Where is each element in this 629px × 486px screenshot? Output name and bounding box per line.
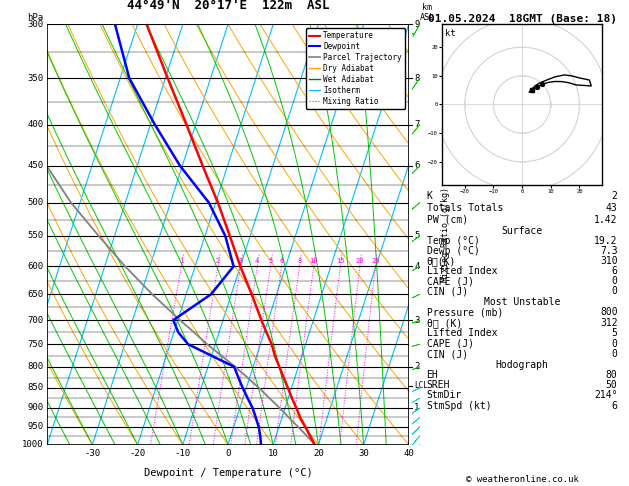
Text: km
ASL: km ASL	[420, 3, 435, 22]
Text: 1: 1	[415, 403, 420, 413]
Text: 3: 3	[238, 258, 243, 264]
Text: 0: 0	[611, 286, 618, 296]
Text: 80: 80	[606, 370, 618, 380]
Text: 10: 10	[309, 258, 318, 264]
Text: 350: 350	[28, 73, 43, 83]
Text: θᴇ(K): θᴇ(K)	[426, 256, 456, 266]
Text: LCL: LCL	[415, 382, 428, 390]
Text: 6: 6	[611, 400, 618, 411]
Text: Pressure (mb): Pressure (mb)	[426, 307, 503, 317]
Text: -30: -30	[84, 449, 101, 458]
Text: 8: 8	[415, 73, 420, 83]
Text: 6: 6	[611, 266, 618, 277]
Text: Dewpoint / Temperature (°C): Dewpoint / Temperature (°C)	[143, 468, 313, 478]
Text: Hodograph: Hodograph	[496, 360, 548, 370]
Text: 0: 0	[611, 349, 618, 359]
Text: 0: 0	[611, 339, 618, 349]
Text: 7: 7	[415, 120, 420, 129]
Text: 25: 25	[371, 258, 380, 264]
Text: 20: 20	[355, 258, 364, 264]
Text: 214°: 214°	[594, 390, 618, 400]
Text: 0: 0	[611, 277, 618, 286]
Text: hPa: hPa	[28, 13, 43, 22]
Text: 4: 4	[255, 258, 259, 264]
Text: Lifted Index: Lifted Index	[426, 329, 497, 338]
Text: 5: 5	[269, 258, 272, 264]
Text: Lifted Index: Lifted Index	[426, 266, 497, 277]
Text: 312: 312	[600, 318, 618, 328]
Text: 1: 1	[179, 258, 184, 264]
Text: 2: 2	[611, 191, 618, 201]
Point	[532, 83, 542, 91]
Text: 8: 8	[298, 258, 301, 264]
Point	[526, 87, 537, 94]
Text: Dewp (°C): Dewp (°C)	[426, 246, 479, 256]
Text: -10: -10	[175, 449, 191, 458]
Text: 850: 850	[28, 383, 43, 392]
Text: 650: 650	[28, 290, 43, 299]
Text: EH: EH	[426, 370, 438, 380]
Text: 5: 5	[611, 329, 618, 338]
Text: Temp (°C): Temp (°C)	[426, 236, 479, 246]
Text: 450: 450	[28, 161, 43, 171]
Text: 500: 500	[28, 198, 43, 207]
Text: 19.2: 19.2	[594, 236, 618, 246]
Text: K: K	[426, 191, 433, 201]
Text: PW (cm): PW (cm)	[426, 215, 468, 225]
Text: 300: 300	[28, 20, 43, 29]
Text: 550: 550	[28, 231, 43, 241]
Text: 01.05.2024  18GMT (Base: 18): 01.05.2024 18GMT (Base: 18)	[428, 14, 616, 24]
Text: 15: 15	[336, 258, 345, 264]
Text: 750: 750	[28, 340, 43, 349]
Text: CIN (J): CIN (J)	[426, 349, 468, 359]
Text: 40: 40	[403, 449, 415, 458]
Text: 1000: 1000	[22, 440, 43, 449]
Text: Totals Totals: Totals Totals	[426, 203, 503, 213]
Text: 6: 6	[415, 161, 420, 171]
Text: 3: 3	[415, 315, 420, 325]
Text: 4: 4	[415, 262, 420, 271]
Text: 5: 5	[415, 231, 420, 241]
Text: 9: 9	[415, 20, 420, 29]
Text: 600: 600	[28, 262, 43, 271]
Text: CAPE (J): CAPE (J)	[426, 277, 474, 286]
Text: © weatheronline.co.uk: © weatheronline.co.uk	[465, 474, 579, 484]
Text: 50: 50	[606, 380, 618, 390]
Text: 0: 0	[225, 449, 231, 458]
Text: 6: 6	[279, 258, 284, 264]
Text: 10: 10	[268, 449, 279, 458]
Text: StmDir: StmDir	[426, 390, 462, 400]
Text: kt: kt	[445, 29, 456, 38]
Text: 950: 950	[28, 422, 43, 431]
Text: CIN (J): CIN (J)	[426, 286, 468, 296]
Text: Mixing Ratio (g/kg): Mixing Ratio (g/kg)	[440, 187, 450, 282]
Text: SREH: SREH	[426, 380, 450, 390]
Text: 43: 43	[606, 203, 618, 213]
Point	[537, 80, 547, 88]
Text: 800: 800	[28, 362, 43, 371]
Text: 2: 2	[216, 258, 220, 264]
Text: θᴇ (K): θᴇ (K)	[426, 318, 462, 328]
Bar	[47, 24, 409, 445]
Text: 700: 700	[28, 315, 43, 325]
Text: Surface: Surface	[501, 226, 543, 236]
Text: Most Unstable: Most Unstable	[484, 297, 560, 307]
Text: 400: 400	[28, 120, 43, 129]
Text: -20: -20	[130, 449, 146, 458]
Text: 900: 900	[28, 403, 43, 413]
Text: 800: 800	[600, 307, 618, 317]
Text: StmSpd (kt): StmSpd (kt)	[426, 400, 491, 411]
Text: 20: 20	[313, 449, 324, 458]
Text: 2: 2	[415, 362, 420, 371]
Text: 30: 30	[359, 449, 369, 458]
Text: 44°49'N  20°17'E  122m  ASL: 44°49'N 20°17'E 122m ASL	[127, 0, 329, 12]
Text: 7.3: 7.3	[600, 246, 618, 256]
Text: 310: 310	[600, 256, 618, 266]
Legend: Temperature, Dewpoint, Parcel Trajectory, Dry Adiabat, Wet Adiabat, Isotherm, Mi: Temperature, Dewpoint, Parcel Trajectory…	[306, 28, 405, 109]
Text: CAPE (J): CAPE (J)	[426, 339, 474, 349]
Text: 1.42: 1.42	[594, 215, 618, 225]
